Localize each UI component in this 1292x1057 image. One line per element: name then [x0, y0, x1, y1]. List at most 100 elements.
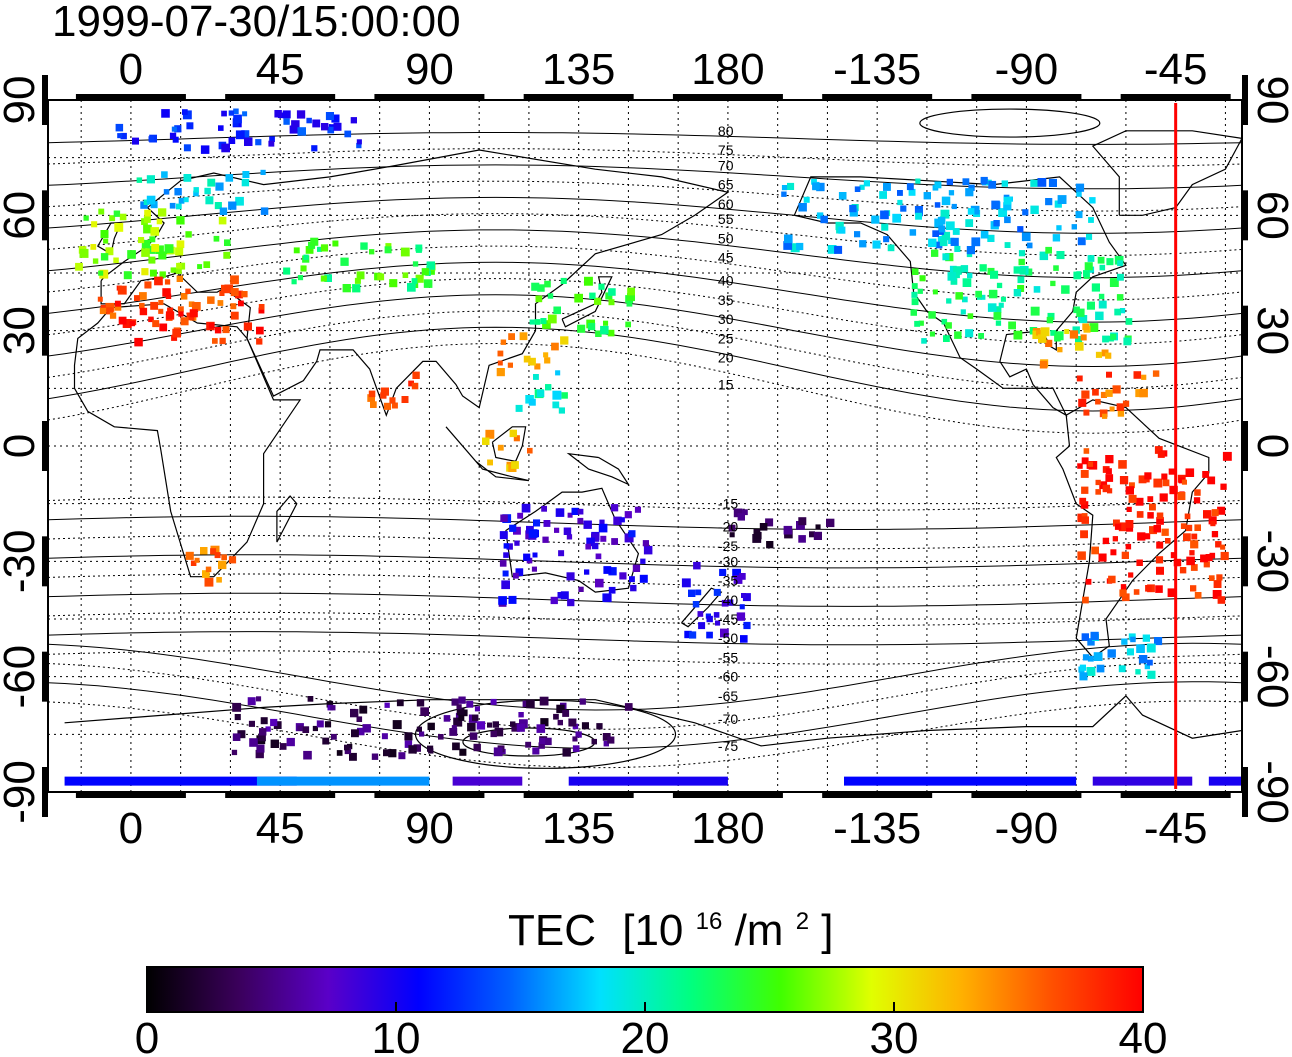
- tec-cell: [1210, 521, 1216, 527]
- tec-cell: [1117, 273, 1124, 281]
- tec-cell: [1180, 523, 1187, 529]
- tec-cell: [494, 727, 504, 737]
- tec-cell: [356, 142, 362, 149]
- tec-cell: [1128, 494, 1137, 503]
- tec-cell: [998, 302, 1004, 308]
- tec-cell: [591, 738, 597, 745]
- frame-tick-bar: [523, 792, 634, 798]
- tec-cell: [557, 719, 563, 726]
- tec-cell: [624, 511, 632, 519]
- tec-cell: [1135, 389, 1144, 398]
- tec-cell: [169, 202, 176, 209]
- tec-cell: [1013, 330, 1023, 340]
- colorbar-tick-label: 20: [621, 1014, 670, 1057]
- tec-cell: [809, 531, 815, 538]
- tec-cell: [543, 520, 551, 527]
- tec-cell: [1105, 352, 1112, 359]
- y-tick-label-left: 30: [0, 306, 44, 355]
- x-tick-label-bottom: 0: [119, 804, 143, 853]
- tec-cell: [148, 136, 154, 142]
- tec-cell: [1211, 531, 1219, 538]
- tec-cell: [798, 535, 806, 543]
- tec-cell: [389, 279, 398, 288]
- tec-cell: [83, 215, 89, 221]
- tec-cell: [598, 523, 608, 533]
- tec-cell: [402, 272, 409, 278]
- tec-cell: [306, 117, 312, 124]
- tec-cell: [92, 258, 99, 264]
- tec-cell: [1155, 556, 1164, 564]
- tec-cell: [931, 249, 939, 257]
- tec-cell: [578, 586, 584, 592]
- tec-cell: [221, 110, 227, 117]
- tec-cell: [1147, 496, 1154, 502]
- coastline-segment: [681, 587, 723, 628]
- y-tick-label-left: 0: [0, 434, 44, 458]
- tec-cell: [188, 301, 195, 307]
- x-tick-label-top: 135: [542, 45, 615, 94]
- tec-cell: [467, 722, 476, 732]
- tec-cell: [120, 132, 127, 140]
- tec-cell: [911, 291, 918, 298]
- tec-cell: [221, 554, 227, 561]
- contour-line: [48, 326, 1242, 412]
- x-tick-label-bottom: -90: [995, 804, 1059, 853]
- tec-cell: [521, 503, 531, 513]
- tec-cell: [1093, 652, 1103, 661]
- tec-cell: [144, 209, 151, 217]
- tec-cell: [221, 143, 230, 153]
- tec-cell: [603, 320, 609, 326]
- tec-cell: [741, 593, 746, 598]
- tec-cell: [1086, 301, 1095, 310]
- tec-cell: [1097, 256, 1105, 264]
- tec-cell: [627, 293, 635, 302]
- tec-cell: [508, 595, 517, 604]
- tec-cell: [258, 304, 265, 310]
- tec-cell: [1026, 242, 1033, 249]
- tec-cell: [624, 703, 633, 711]
- contour-label: -35: [718, 573, 738, 589]
- tec-cell: [1037, 178, 1047, 187]
- frame-tick-bar: [822, 792, 933, 798]
- tec-cell: [1135, 669, 1141, 675]
- tec-cell: [103, 238, 109, 244]
- tec-cell: [1096, 664, 1105, 673]
- tec-cell: [951, 203, 957, 210]
- tec-cell: [1099, 409, 1108, 418]
- tec-cell: [427, 722, 435, 731]
- tec-cell: [643, 545, 653, 555]
- contour-line: [48, 196, 1242, 234]
- tec-cell: [540, 318, 547, 325]
- tec-cell: [230, 288, 239, 297]
- tec-cell: [1208, 516, 1217, 525]
- tec-cell: [519, 719, 528, 728]
- frame-tick-bar: [1242, 190, 1248, 241]
- tec-cell: [170, 267, 176, 273]
- tec-cell: [466, 700, 474, 708]
- tec-cell: [921, 338, 927, 344]
- tec-cell: [150, 227, 160, 236]
- tec-cell: [854, 231, 861, 238]
- tec-cell: [968, 184, 975, 191]
- tec-cell: [509, 524, 517, 532]
- tec-cell: [1152, 370, 1160, 377]
- tec-cell: [1169, 485, 1178, 495]
- tec-cell: [214, 552, 221, 559]
- tec-cell: [279, 743, 287, 750]
- tec-cell: [887, 244, 895, 252]
- tec-cell: [634, 506, 641, 513]
- tec-cell: [541, 505, 547, 512]
- tec-cell: [522, 700, 530, 708]
- tec-cell: [945, 322, 952, 329]
- tec-cell: [965, 329, 974, 338]
- contour-line: [48, 278, 1242, 345]
- tec-cell: [202, 570, 210, 578]
- tec-cell: [163, 189, 170, 195]
- tec-cell: [946, 178, 953, 186]
- tec-cell: [928, 238, 937, 247]
- tec-cell: [392, 720, 402, 730]
- tec-cell: [1057, 347, 1063, 353]
- tec-cell: [189, 309, 198, 318]
- coastline-segment: [793, 176, 1127, 417]
- tec-cell: [987, 234, 995, 242]
